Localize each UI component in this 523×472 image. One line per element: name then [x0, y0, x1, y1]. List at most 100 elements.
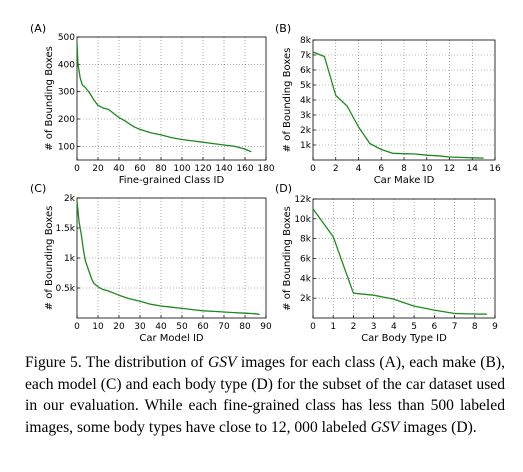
y-axis-label: # of Bounding Boxes [282, 48, 293, 153]
data-point [393, 298, 395, 300]
data-point [323, 56, 325, 58]
x-tick-label: 10 [421, 164, 433, 174]
data-point [335, 95, 337, 97]
y-tick-label: 5k [300, 81, 312, 91]
y-tick-label: 3k [300, 111, 312, 121]
data-point [129, 298, 131, 300]
data-point [244, 148, 246, 150]
data-point [139, 300, 141, 302]
x-tick-label: 80 [155, 164, 167, 174]
x-tick-label: 20 [92, 164, 104, 174]
data-point [255, 313, 257, 315]
x-axis-label: Car Make ID [374, 175, 435, 186]
data-point [192, 309, 194, 311]
data-point [213, 311, 215, 313]
x-tick-label: 90 [260, 322, 272, 332]
x-tick-label: 40 [113, 164, 125, 174]
data-point [353, 292, 355, 294]
x-tick-label: 100 [173, 164, 190, 174]
data-point [392, 152, 394, 154]
series-line [76, 42, 252, 153]
x-tick-label: 6 [431, 322, 437, 332]
data-point [139, 128, 141, 130]
y-axis-label: # of Bounding Boxes [282, 206, 293, 311]
y-tick-label: 200 [58, 115, 75, 125]
x-tick-label: 60 [197, 322, 209, 332]
series-line [312, 208, 487, 315]
data-point [87, 266, 89, 268]
data-point [223, 144, 225, 146]
data-point [433, 309, 435, 311]
data-point [373, 294, 375, 296]
x-tick-label: 140 [215, 164, 232, 174]
y-tick-label: 1k [300, 141, 312, 151]
data-point [234, 312, 236, 314]
x-tick-label: 30 [134, 322, 146, 332]
x-tick-label: 180 [257, 164, 274, 174]
data-point [79, 77, 81, 79]
series-line [312, 51, 484, 159]
caption-gsv-1: GSV [207, 354, 237, 371]
chart-panel-a: 0 20 40 60 80 100 120 140 160 180 100 200 300 400 500 F… [30, 22, 275, 186]
data-point [101, 288, 103, 290]
data-point [244, 312, 246, 314]
caption-text-2: images for each class (A), each make (B)… [25, 354, 505, 436]
chart-panel-d: 0 1 2 3 4 5 6 7 8 9 2k 4k 6k 8k 10k 12k Car Body Type ID… [275, 182, 498, 344]
y-tick-label: 6k [300, 66, 312, 76]
data-point [358, 126, 360, 128]
x-tick-label: 0 [74, 164, 80, 174]
data-point [413, 305, 415, 307]
y-tick-label: 2k [300, 294, 312, 304]
x-tick-label: 0 [74, 322, 80, 332]
y-tick-label: 500 [58, 33, 75, 43]
data-point [460, 157, 462, 159]
data-point [76, 200, 78, 202]
caption-gsv-2: GSV [370, 418, 400, 436]
data-point [380, 149, 382, 151]
panel-label: (D) [275, 182, 292, 195]
data-point [113, 113, 115, 115]
data-point [474, 313, 476, 315]
data-point [202, 310, 204, 312]
x-tick-label: 2 [333, 164, 339, 174]
x-tick-label: 3 [371, 322, 377, 332]
data-point [129, 123, 131, 125]
plot-frame [76, 36, 267, 161]
data-point [77, 63, 79, 65]
data-point [150, 303, 152, 305]
data-point [89, 272, 91, 274]
x-tick-label: 5 [411, 322, 417, 332]
x-tick-label: 1 [330, 322, 336, 332]
y-tick-label: 400 [58, 60, 75, 70]
data-point [97, 286, 99, 288]
x-tick-label: 14 [467, 164, 479, 174]
data-point [97, 104, 99, 106]
y-tick-label: 1k [64, 254, 76, 264]
data-point [312, 51, 314, 53]
caption-text-3: images (D). [399, 418, 477, 436]
x-tick-label: 0 [310, 164, 316, 174]
x-tick-label: 120 [194, 164, 211, 174]
x-tick-label: 6 [378, 164, 384, 174]
data-point [259, 314, 261, 316]
data-point [108, 290, 110, 292]
x-axis-label: Car Body Type ID [361, 333, 447, 344]
data-point [403, 153, 405, 155]
x-tick-label: 8 [401, 164, 407, 174]
x-tick-label: 20 [113, 322, 125, 332]
data-point [234, 145, 236, 147]
data-point [346, 105, 348, 107]
y-tick-label: 8k [300, 36, 312, 46]
x-tick-label: 80 [239, 322, 251, 332]
data-point [160, 305, 162, 307]
x-tick-label: 12 [444, 164, 455, 174]
data-point [93, 282, 95, 284]
data-point [202, 141, 204, 143]
data-point [89, 92, 91, 94]
data-point [312, 208, 314, 210]
data-point [171, 306, 173, 308]
data-point [85, 260, 87, 262]
y-tick-label: 4k [300, 274, 312, 284]
panel-label: (A) [30, 22, 46, 35]
y-tick-label: 8k [300, 235, 312, 245]
